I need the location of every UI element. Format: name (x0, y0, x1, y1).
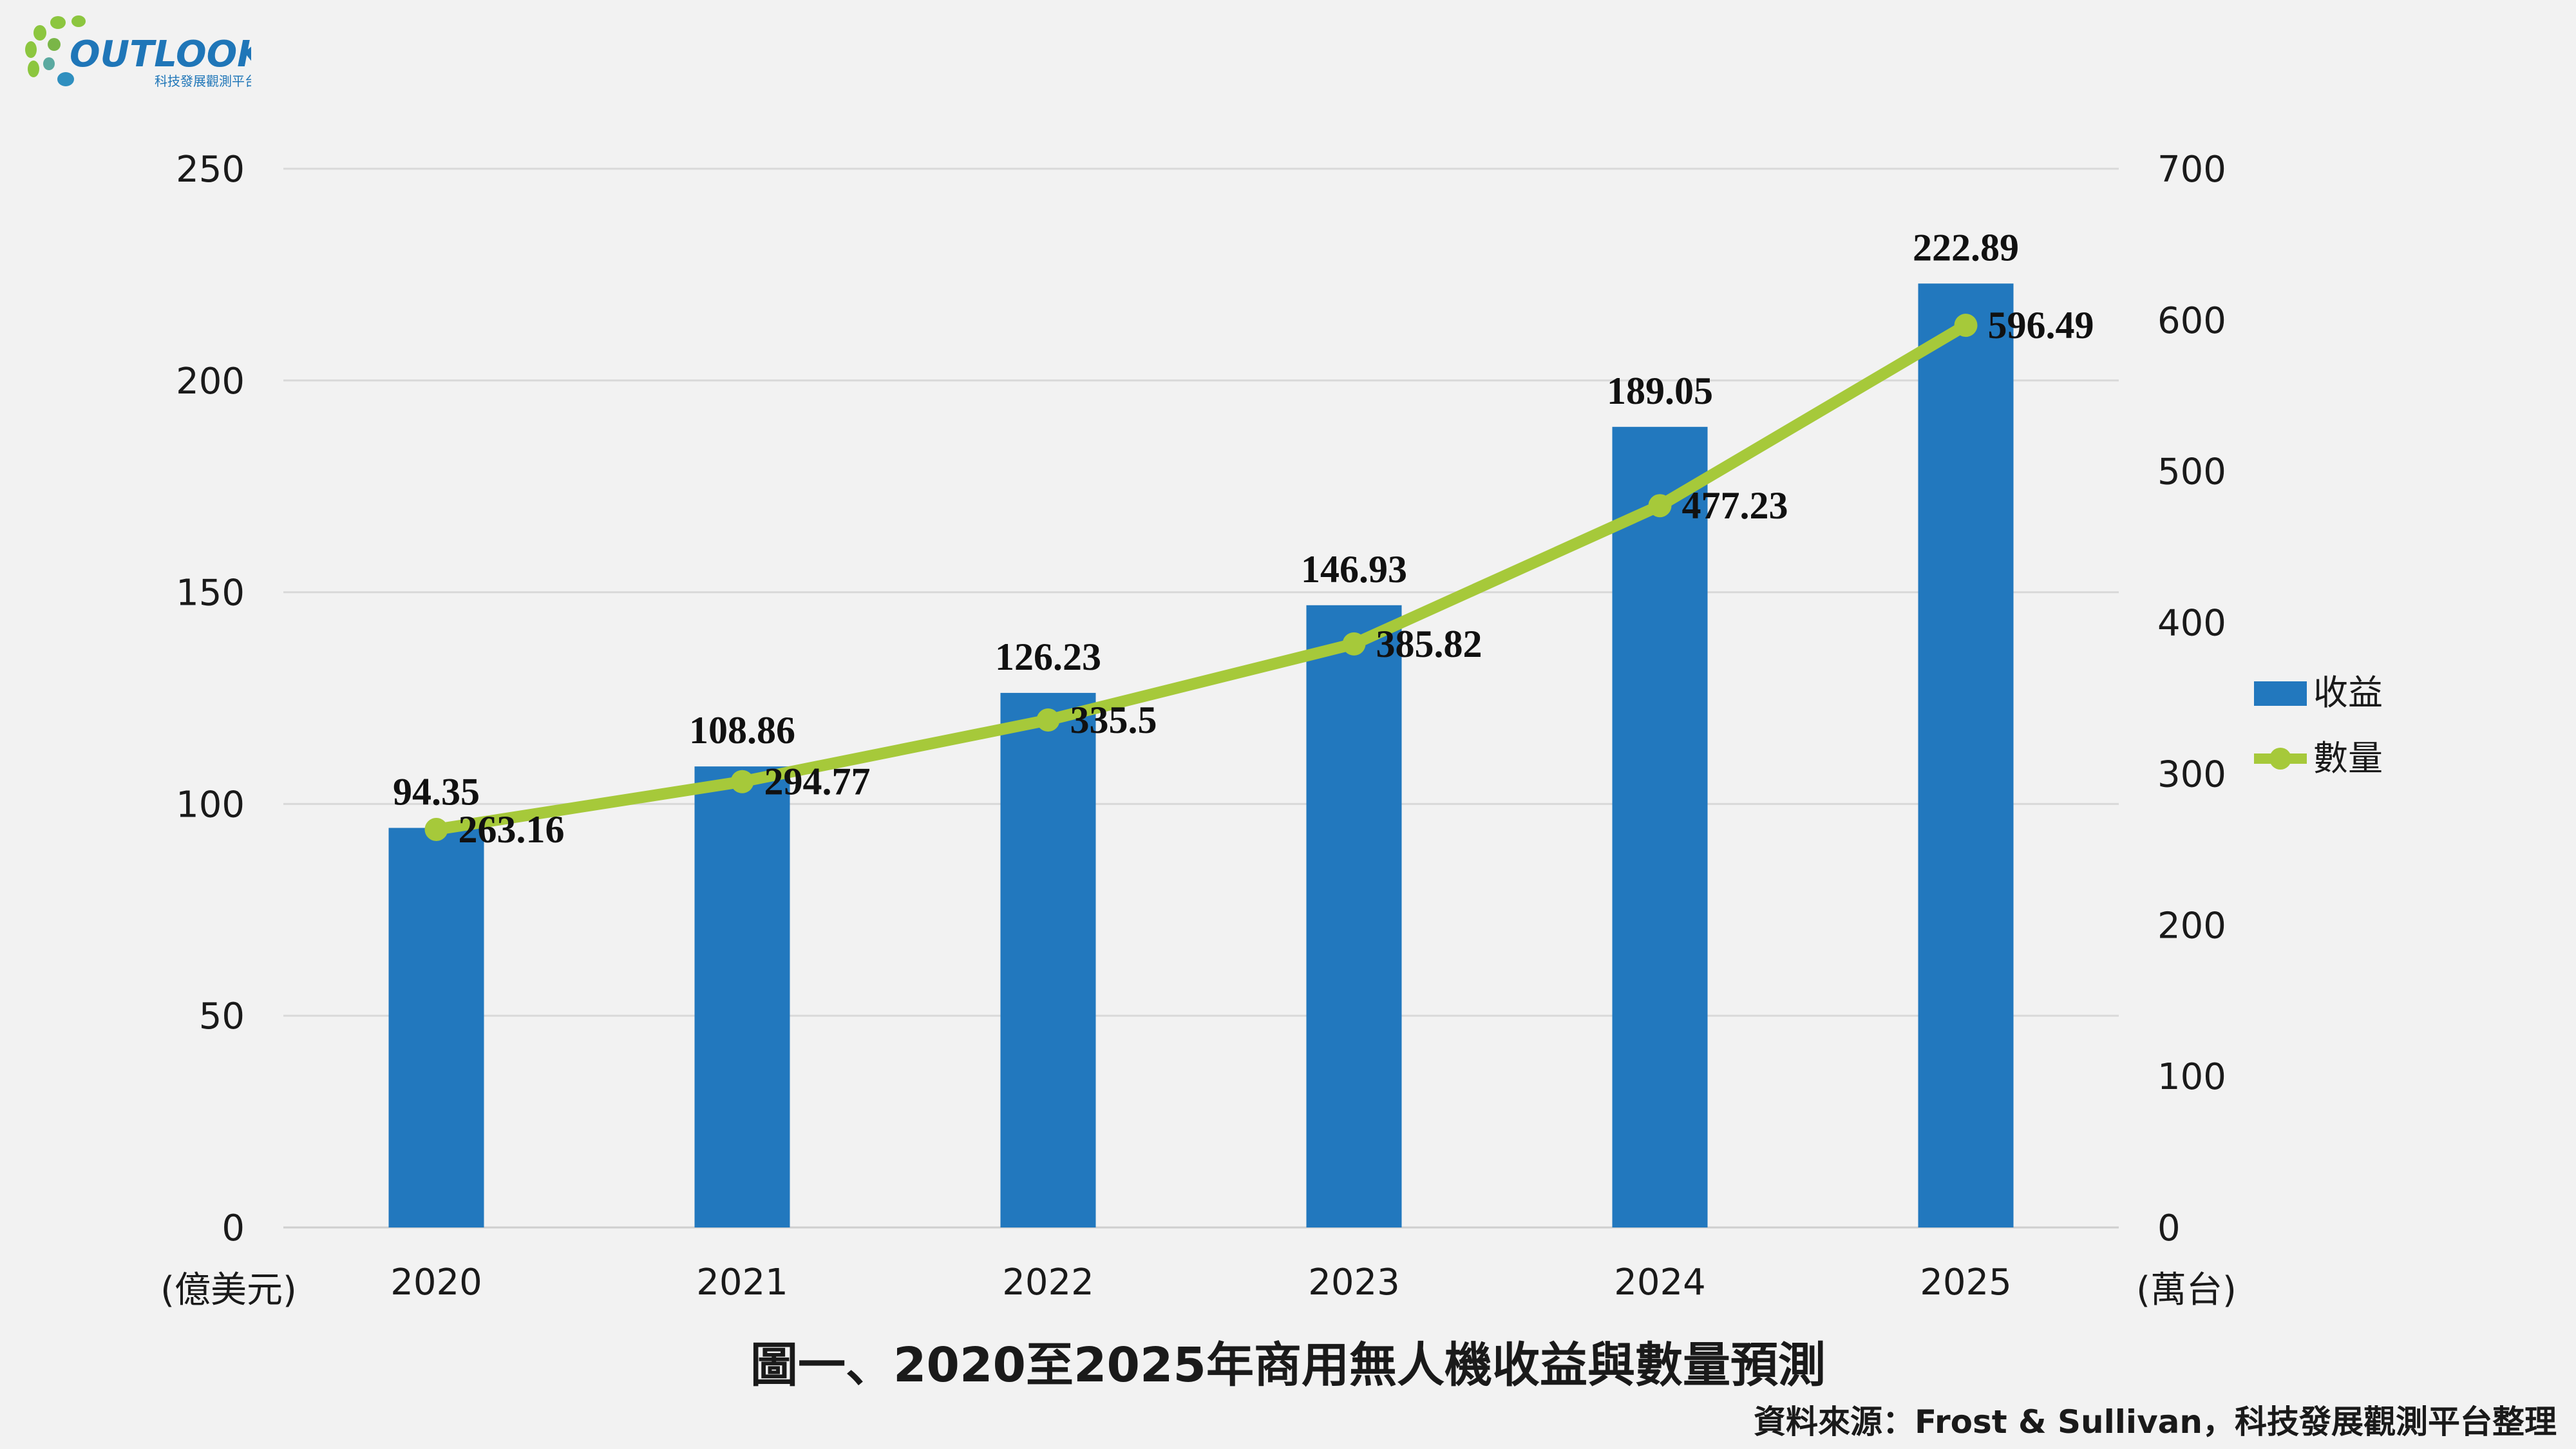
y-left-tick-label: 50 (199, 996, 245, 1037)
series-line (430, 319, 1972, 835)
line-data-label: 596.49 (1988, 304, 2094, 346)
logo-subtitle: 科技發展觀測平台 (155, 73, 251, 89)
axes: 0 50 100 150 200 250 0 100 200 300 400 500 600 700 (億美… (160, 149, 2237, 1311)
revenue-bars (388, 283, 2014, 1228)
y-right-tick-label: 200 (2157, 905, 2226, 947)
x-tick-label: 2024 (1614, 1262, 1706, 1303)
line-point (1954, 314, 1978, 337)
y-right-tick-label: 500 (2157, 451, 2226, 493)
bar (1612, 426, 1708, 1228)
x-tick-label: 2021 (696, 1262, 788, 1303)
bar-data-label: 108.86 (689, 709, 795, 752)
figure-title: 圖一、2020至2025年商用無人機收益與數量預測 (750, 1338, 1826, 1393)
y-left-tick-label: 250 (176, 149, 245, 191)
outlook-logo: OUTLOOK 科技發展觀測平台 (25, 15, 251, 89)
bar-data-label: 126.23 (995, 636, 1101, 678)
line-data-label: 335.5 (1070, 699, 1157, 741)
line-data-label: 385.82 (1376, 623, 1482, 665)
bar (694, 766, 790, 1227)
bar (1306, 605, 1402, 1227)
logo-dots-icon (25, 15, 86, 86)
logo-text: OUTLOOK (70, 33, 251, 75)
x-tick-label: 2025 (1920, 1262, 2012, 1303)
bar-data-label: 94.35 (393, 771, 480, 813)
y-right-tick-label: 600 (2157, 300, 2226, 342)
line-point (1036, 708, 1060, 732)
x-tick-label: 2023 (1308, 1262, 1400, 1303)
y-right-unit: (萬台) (2136, 1269, 2237, 1311)
line-data-label: 477.23 (1682, 484, 1788, 527)
bar-data-label: 222.89 (1913, 226, 2019, 269)
gridlines (283, 167, 2119, 1229)
y-left-tick-label: 100 (176, 784, 245, 826)
y-left-unit: (億美元) (160, 1269, 297, 1311)
bar-data-label: 189.05 (1607, 370, 1713, 412)
y-right-tick-label: 300 (2157, 753, 2226, 795)
y-right-tick-label: 0 (2157, 1208, 2181, 1249)
y-right-tick-label: 400 (2157, 603, 2226, 645)
line-data-label: 263.16 (459, 808, 565, 851)
data-labels: 94.35 108.86 126.23 146.93 189.05 222.89 263.1… (393, 226, 2094, 851)
line-point (730, 770, 754, 793)
source-note: 資料來源：Frost & Sullivan，科技發展觀測平台整理 (1754, 1403, 2557, 1441)
bar (388, 828, 484, 1227)
legend-label-quantity: 數量 (2313, 738, 2383, 779)
line-point (1342, 632, 1366, 656)
quantity-line (424, 314, 1978, 841)
line-point (424, 817, 448, 841)
y-right-tick-label: 700 (2157, 149, 2226, 191)
legend-swatch-revenue (2254, 681, 2307, 706)
bar-data-label: 146.93 (1301, 548, 1407, 591)
line-data-label: 294.77 (764, 761, 871, 803)
bar (1918, 283, 2014, 1227)
legend-marker-quantity (2269, 748, 2291, 770)
x-tick-label: 2020 (390, 1262, 482, 1303)
line-point (1648, 494, 1672, 518)
x-tick-label: 2022 (1002, 1262, 1094, 1303)
y-right-tick-label: 100 (2157, 1056, 2226, 1098)
y-left-tick-label: 200 (176, 361, 245, 402)
legend-label-revenue: 收益 (2313, 672, 2383, 713)
bar (1000, 692, 1096, 1227)
y-left-tick-label: 0 (222, 1208, 245, 1249)
y-left-tick-label: 150 (176, 573, 245, 614)
